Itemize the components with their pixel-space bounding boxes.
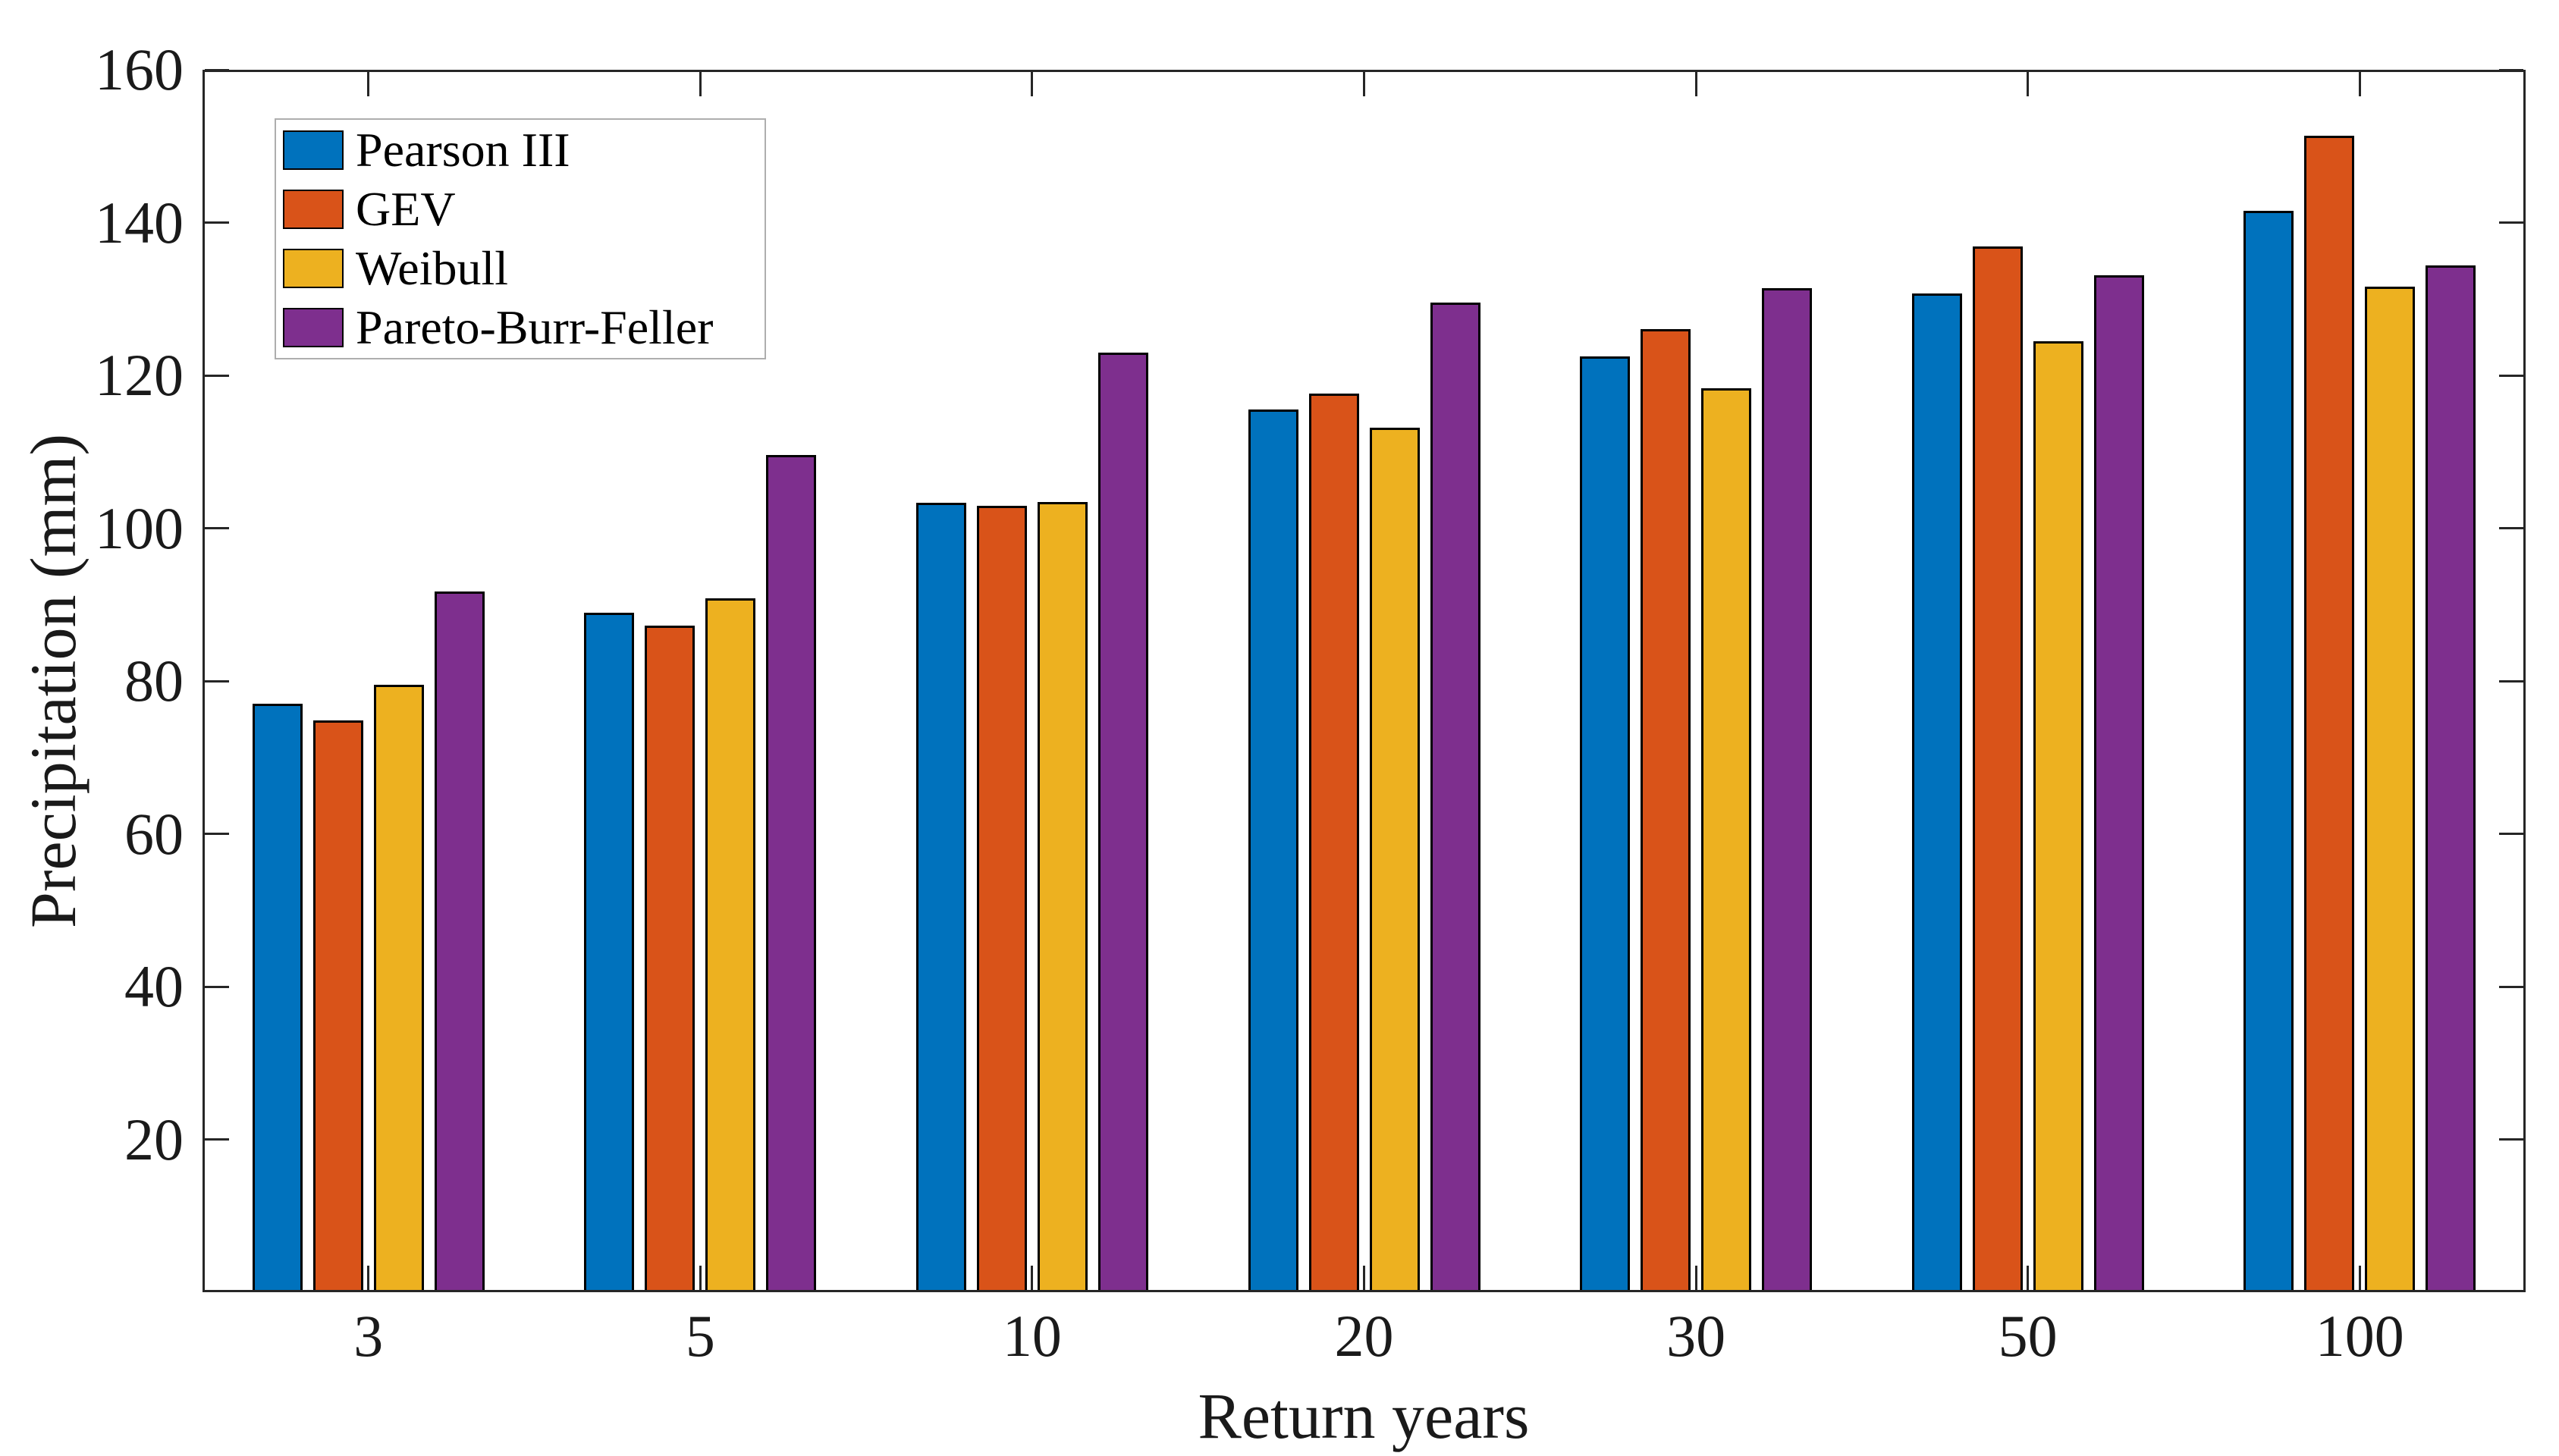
- bar-gev-10: [976, 506, 1027, 1292]
- bar-weibull-3: [373, 685, 424, 1292]
- bar-weibull-100: [2365, 287, 2416, 1292]
- bar-pearson-iii-3: [252, 704, 303, 1292]
- legend-item: GEV: [283, 182, 765, 236]
- y-tick-mark-right: [2499, 374, 2523, 377]
- bar-gev-30: [1641, 328, 1691, 1292]
- y-tick-label: 100: [95, 494, 184, 561]
- legend-swatch: [283, 249, 344, 288]
- bar-weibull-30: [1701, 388, 1752, 1292]
- y-tick-mark: [205, 679, 229, 682]
- bar-pearson-iii-5: [584, 613, 635, 1292]
- y-tick-mark-right: [2499, 221, 2523, 224]
- y-tick-mark-right: [2499, 527, 2523, 529]
- y-tick-mark: [205, 374, 229, 377]
- legend-label: GEV: [356, 182, 456, 236]
- legend-item: Pearson III: [283, 123, 765, 177]
- bar-pareto-burr-feller-100: [2426, 265, 2476, 1292]
- x-tick-mark: [1363, 1266, 1365, 1290]
- y-tick-mark-right: [2499, 68, 2523, 71]
- bar-pearson-iii-100: [2243, 211, 2294, 1292]
- legend-swatch: [283, 190, 344, 229]
- y-tick-label: 80: [124, 648, 184, 714]
- x-tick-mark-top: [2027, 72, 2030, 96]
- x-tick-label: 10: [1002, 1303, 1062, 1369]
- legend: Pearson III GEV Weibull Pareto-Burr-Feller: [275, 118, 766, 359]
- legend-item: Weibull: [283, 241, 765, 295]
- x-tick-label: 5: [685, 1303, 715, 1369]
- x-tick-mark: [1031, 1266, 1034, 1290]
- legend-label: Pearson III: [356, 123, 570, 177]
- legend-swatch: [283, 130, 344, 170]
- bar-pearson-iii-20: [1248, 410, 1298, 1292]
- bar-gev-50: [1972, 246, 2023, 1292]
- y-tick-label: 160: [95, 36, 184, 102]
- bar-pareto-burr-feller-3: [434, 592, 485, 1292]
- x-tick-mark: [1694, 1266, 1697, 1290]
- bar-pareto-burr-feller-30: [1762, 288, 1813, 1292]
- y-tick-mark-right: [2499, 985, 2523, 988]
- x-tick-mark-top: [1363, 72, 1365, 96]
- x-tick-mark-top: [367, 72, 370, 96]
- y-tick-label: 120: [95, 342, 184, 408]
- bar-pareto-burr-feller-50: [2093, 275, 2144, 1292]
- bar-pareto-burr-feller-5: [766, 454, 817, 1292]
- legend-label: Pareto-Burr-Feller: [356, 300, 714, 354]
- bar-weibull-50: [2033, 340, 2083, 1292]
- y-tick-mark-right: [2499, 833, 2523, 835]
- y-tick-label: 20: [124, 1106, 184, 1172]
- bar-pareto-burr-feller-10: [1097, 352, 1148, 1292]
- bar-pearson-iii-10: [915, 503, 966, 1292]
- y-tick-mark: [205, 68, 229, 71]
- bar-pearson-iii-30: [1580, 356, 1631, 1292]
- x-tick-mark: [367, 1266, 370, 1290]
- bar-gev-20: [1308, 394, 1359, 1292]
- legend-label: Weibull: [356, 241, 509, 295]
- y-tick-mark: [205, 985, 229, 988]
- bar-gev-5: [645, 626, 695, 1292]
- y-tick-mark: [205, 527, 229, 529]
- legend-swatch: [283, 308, 344, 347]
- x-tick-mark-top: [699, 72, 702, 96]
- bar-weibull-10: [1037, 502, 1088, 1292]
- bar-gev-3: [312, 720, 363, 1292]
- bar-pearson-iii-50: [1911, 293, 1962, 1292]
- x-tick-mark: [2358, 1266, 2361, 1290]
- y-tick-label: 140: [95, 189, 184, 256]
- y-tick-mark-right: [2499, 679, 2523, 682]
- bar-gev-100: [2304, 135, 2355, 1292]
- x-tick-label: 20: [1334, 1303, 1394, 1369]
- x-tick-label: 30: [1666, 1303, 1726, 1369]
- x-tick-mark: [699, 1266, 702, 1290]
- y-tick-mark: [205, 833, 229, 835]
- y-tick-label: 40: [124, 953, 184, 1019]
- x-tick-mark-top: [1031, 72, 1034, 96]
- y-tick-label: 60: [124, 800, 184, 867]
- legend-item: Pareto-Burr-Feller: [283, 300, 765, 354]
- bar-weibull-5: [705, 598, 756, 1292]
- bar-weibull-20: [1369, 427, 1420, 1292]
- x-tick-mark: [2027, 1266, 2030, 1290]
- y-tick-mark: [205, 221, 229, 224]
- x-tick-label: 3: [353, 1303, 384, 1369]
- x-tick-label: 50: [1998, 1303, 2058, 1369]
- x-axis-label: Return years: [1198, 1379, 1530, 1452]
- x-tick-mark-top: [1694, 72, 1697, 96]
- x-tick-label: 100: [2315, 1303, 2404, 1369]
- x-tick-mark-top: [2358, 72, 2361, 96]
- bar-pareto-burr-feller-20: [1430, 303, 1480, 1292]
- y-tick-mark: [205, 1138, 229, 1141]
- y-tick-mark-right: [2499, 1138, 2523, 1141]
